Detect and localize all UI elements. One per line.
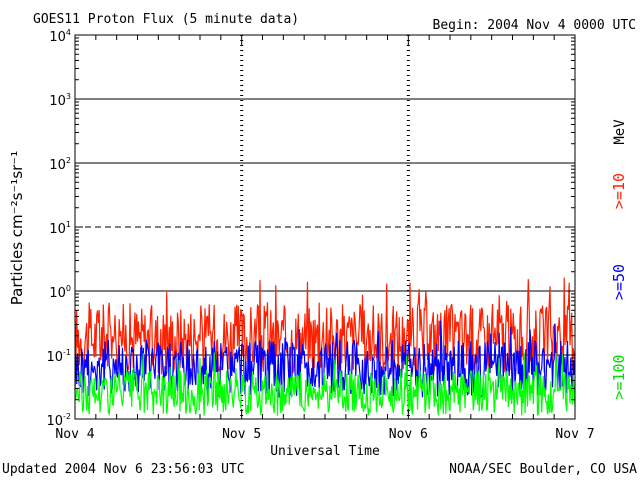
footer-source: NOAA/SEC Boulder, CO USA xyxy=(449,462,637,477)
y-tick-label-1: 103 xyxy=(49,92,71,109)
x-tick-label-0: Nov 4 xyxy=(55,427,94,442)
y-axis-label: Particles cm⁻²s⁻¹sr⁻¹ xyxy=(8,151,26,305)
y-tick-label-5: 10-1 xyxy=(46,348,71,365)
series-line-2 xyxy=(74,352,576,417)
legend-unit-label: MeV xyxy=(612,119,628,145)
y-tick-label-3: 101 xyxy=(49,220,71,237)
y-tick-label-4: 100 xyxy=(49,284,71,301)
y-tick-label-2: 102 xyxy=(49,156,71,173)
x-tick-label-3: Nov 7 xyxy=(555,427,594,442)
series-line-1 xyxy=(74,320,576,399)
y-tick-label-6: 10-2 xyxy=(46,412,71,429)
footer-updated: Updated 2004 Nov 6 23:56:03 UTC xyxy=(2,462,245,477)
begin-label: Begin: 2004 Nov 4 0000 UTC xyxy=(433,18,637,33)
legend-label-ge10: >=10 xyxy=(610,173,628,209)
x-tick-label-2: Nov 6 xyxy=(389,427,428,442)
legend-label-ge50: >=50 xyxy=(610,264,628,300)
series-layer xyxy=(74,277,576,417)
legend-label-ge100: >=100 xyxy=(610,354,628,399)
x-axis-label: Universal Time xyxy=(270,444,380,459)
x-tick-label-1: Nov 5 xyxy=(222,427,261,442)
y-tick-label-0: 104 xyxy=(49,28,71,45)
chart-title: GOES11 Proton Flux (5 minute data) xyxy=(33,12,299,27)
